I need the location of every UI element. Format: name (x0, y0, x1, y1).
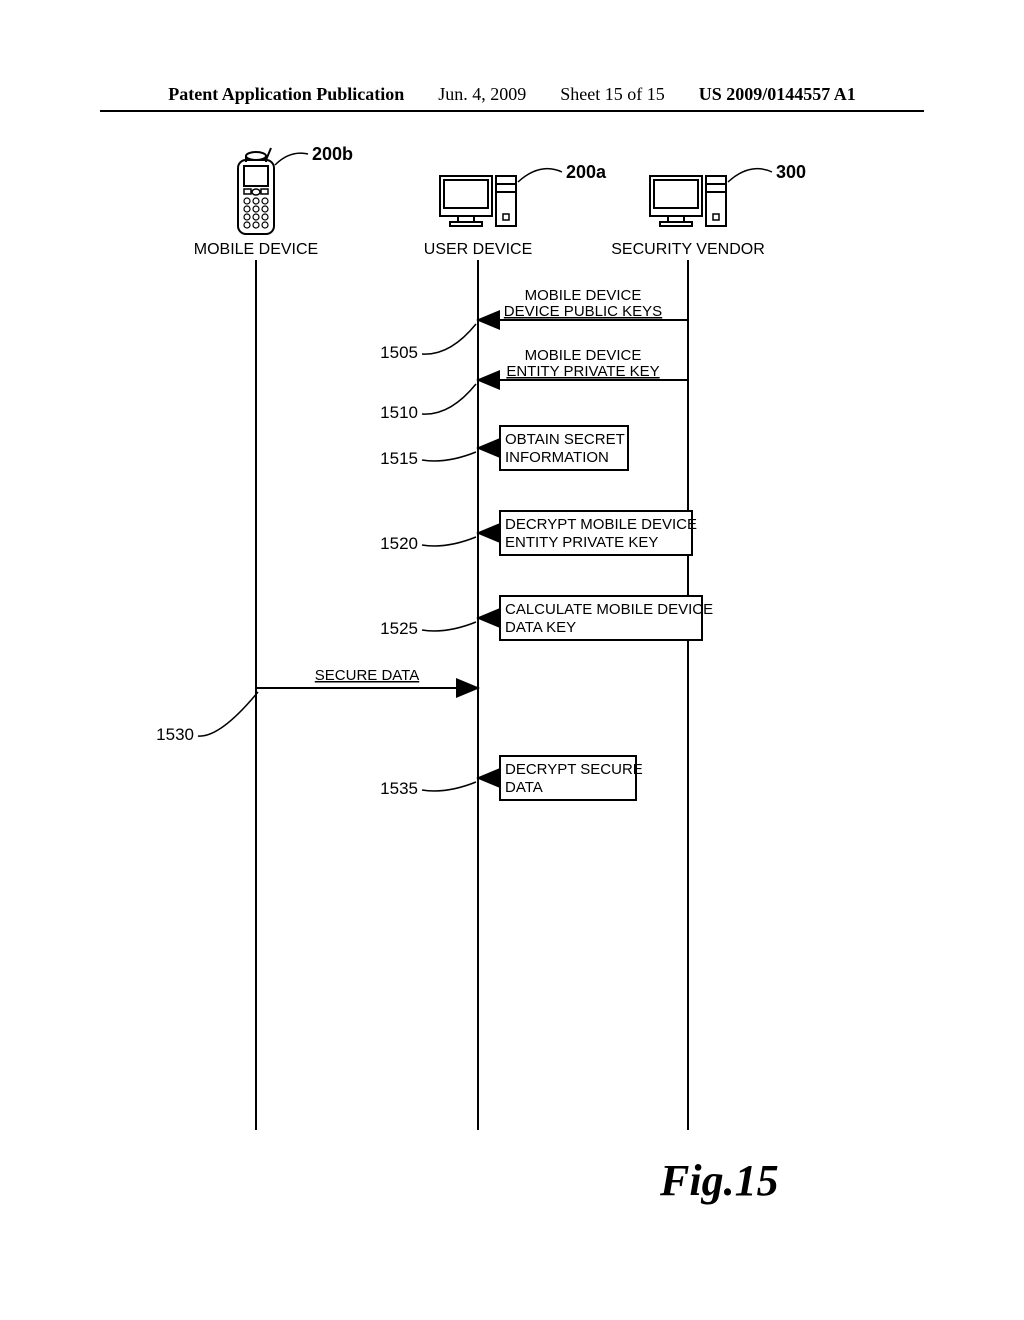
box-1520-line2: ENTITY PRIVATE KEY (505, 534, 658, 551)
box-1525-line2: DATA KEY (505, 619, 576, 636)
box-1535-line2: DATA (505, 779, 543, 796)
pub-date: Jun. 4, 2009 (438, 84, 526, 105)
user-device-icon (440, 176, 516, 226)
security-vendor-icon (650, 176, 726, 226)
ref-1530: 1530 (156, 725, 194, 744)
box-1515-line1: OBTAIN SECRET (505, 431, 625, 448)
figure-label: Fig.15 (660, 1155, 779, 1206)
ref-leader-300 (728, 169, 772, 182)
sheet-num: Sheet 15 of 15 (560, 84, 664, 105)
ref-leader-1520 (422, 537, 476, 546)
box-1525: CALCULATE MOBILE DEVICE DATA KEY (478, 596, 713, 640)
security-vendor-label: SECURITY VENDOR (611, 241, 765, 258)
ref-1510: 1510 (380, 403, 418, 422)
arrow-1505-label1: MOBILE DEVICE (525, 287, 642, 304)
ref-leader-200a (518, 169, 562, 182)
pub-label: Patent Application Publication (168, 84, 404, 105)
ref-leader-1505 (422, 324, 476, 354)
mobile-device-icon (238, 148, 274, 234)
mobile-device-label: MOBILE DEVICE (194, 241, 318, 258)
pub-number: US 2009/0144557 A1 (699, 84, 856, 105)
ref-leader-1515 (422, 452, 476, 461)
ref-300: 300 (776, 162, 806, 182)
arrow-1510-label2: ENTITY PRIVATE KEY (506, 363, 659, 380)
box-1535-line1: DECRYPT SECURE (505, 761, 643, 778)
ref-leader-1510 (422, 384, 476, 414)
ref-200a: 200a (566, 162, 607, 182)
ref-1505: 1505 (380, 343, 418, 362)
ref-200b: 200b (312, 144, 353, 164)
ref-leader-1530 (198, 692, 258, 736)
ref-1515: 1515 (380, 449, 418, 468)
ref-1520: 1520 (380, 534, 418, 553)
box-1520-line1: DECRYPT MOBILE DEVICE (505, 516, 697, 533)
user-device-label: USER DEVICE (424, 241, 532, 258)
page-header: Patent Application Publication Jun. 4, 2… (0, 84, 1024, 105)
header-rule (100, 110, 924, 112)
box-1520: DECRYPT MOBILE DEVICE ENTITY PRIVATE KEY (478, 511, 697, 555)
box-1515: OBTAIN SECRET INFORMATION (478, 426, 628, 470)
box-1525-line1: CALCULATE MOBILE DEVICE (505, 601, 713, 618)
arrow-1510-label1: MOBILE DEVICE (525, 347, 642, 364)
ref-leader-1525 (422, 622, 476, 631)
ref-leader-200b (275, 153, 308, 165)
arrow-1530-label1: SECURE DATA (315, 667, 419, 684)
box-1515-line2: INFORMATION (505, 449, 609, 466)
ref-1535: 1535 (380, 779, 418, 798)
sequence-diagram: 200b MOBILE DEVICE 200a USER DEVICE (100, 140, 924, 1240)
arrow-1505-label2: DEVICE PUBLIC KEYS (504, 303, 662, 320)
ref-1525: 1525 (380, 619, 418, 638)
ref-leader-1535 (422, 782, 476, 791)
box-1535: DECRYPT SECURE DATA (478, 756, 643, 800)
